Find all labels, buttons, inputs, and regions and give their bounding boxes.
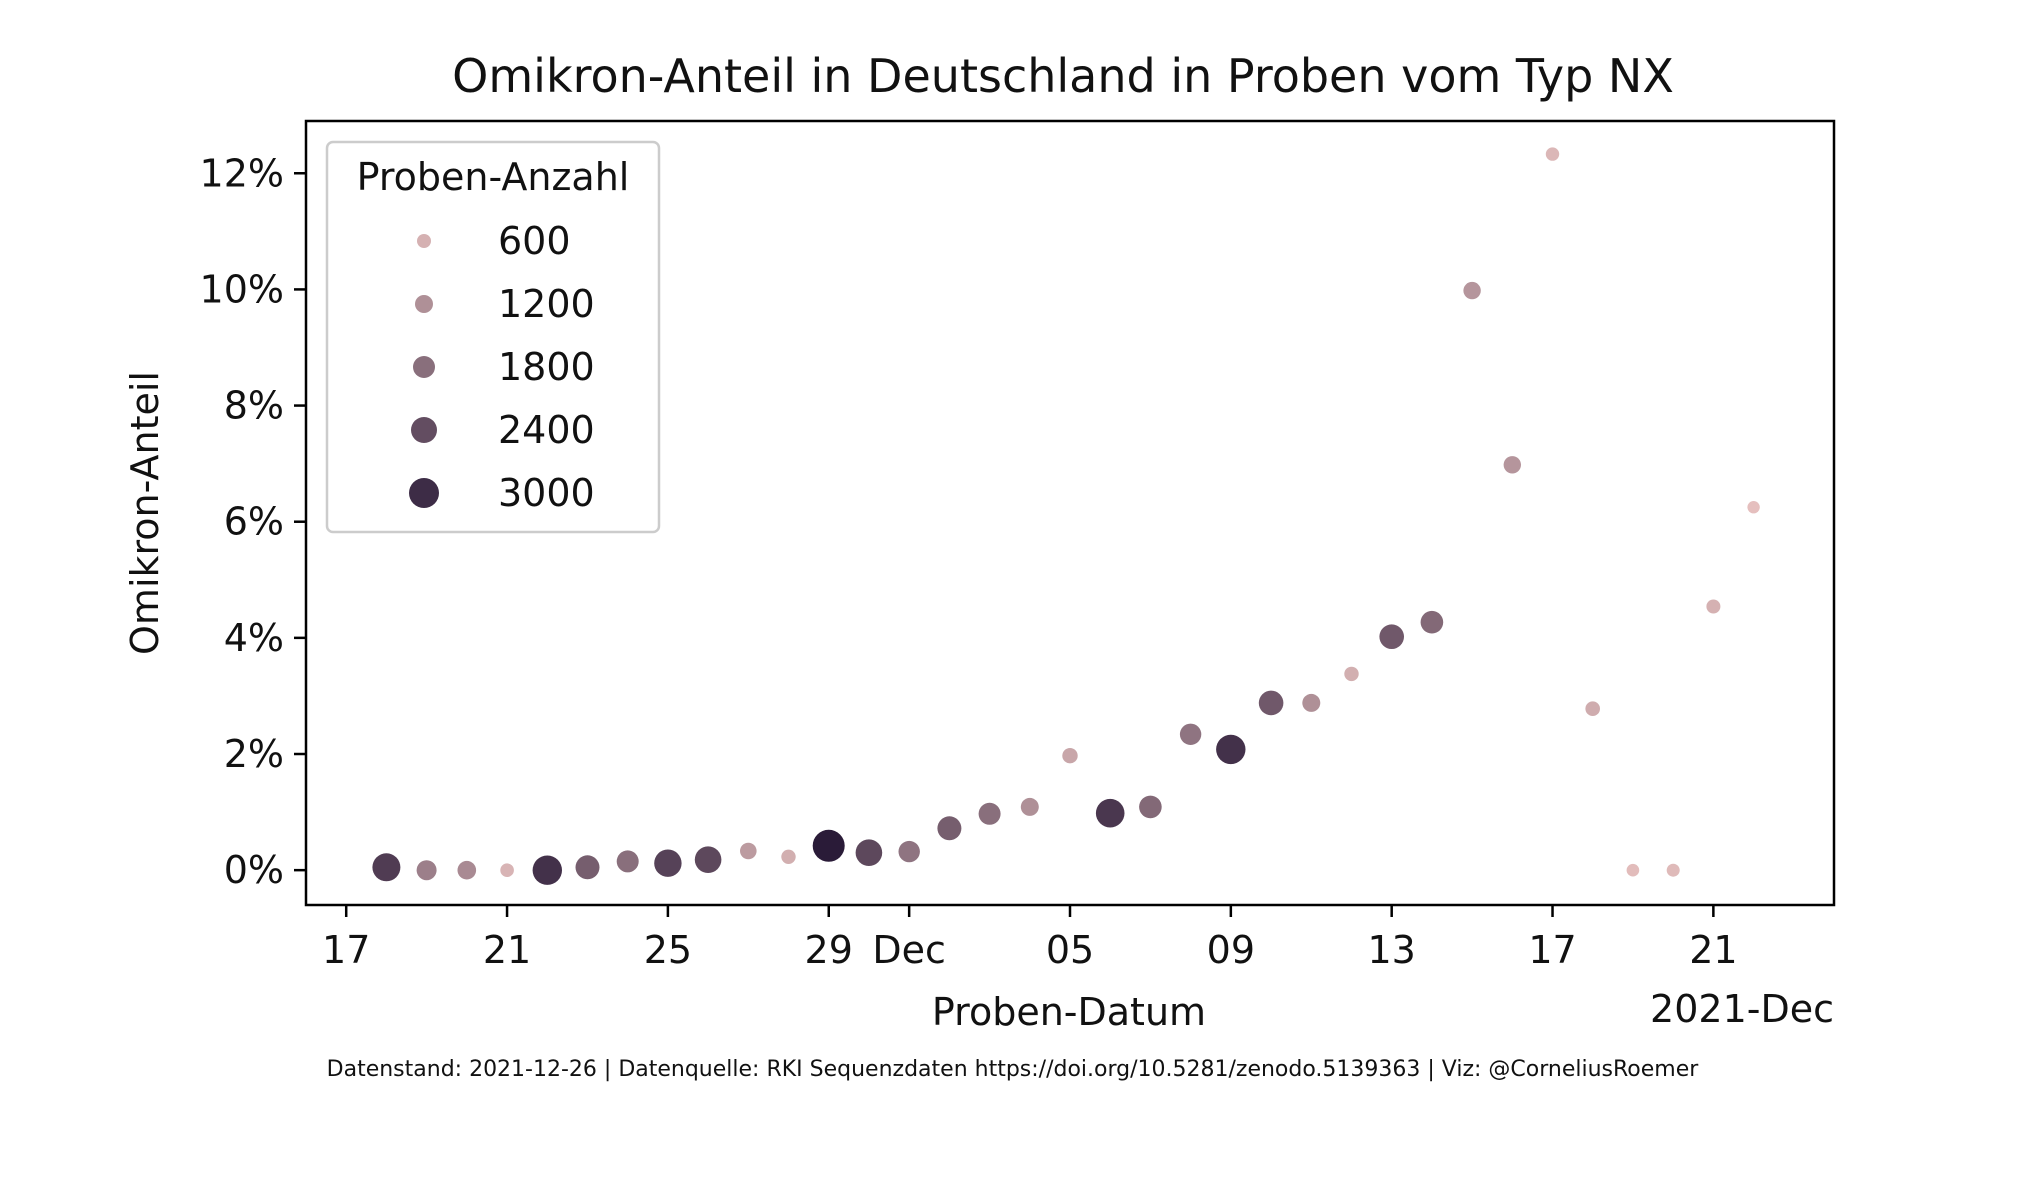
- x-tick-label: Dec: [872, 928, 946, 972]
- legend-title: Proben-Anzahl: [357, 155, 630, 199]
- chart-title: Omikron-Anteil in Deutschland in Proben …: [452, 49, 1674, 103]
- x-tick-label: 29: [805, 928, 853, 972]
- footnote: Datenstand: 2021-12-26 | Datenquelle: RK…: [326, 1057, 1699, 1082]
- x-tick-label: 21: [483, 928, 531, 972]
- data-point: [978, 802, 1001, 825]
- data-point: [1463, 281, 1481, 300]
- data-point: [1379, 624, 1404, 649]
- data-point: [1020, 797, 1039, 816]
- x-tick-label: 13: [1368, 928, 1416, 972]
- data-point: [1626, 863, 1640, 877]
- data-point: [1344, 666, 1359, 682]
- data-point: [1139, 795, 1162, 819]
- data-point: [855, 839, 883, 866]
- x-tick-label: 05: [1046, 928, 1094, 972]
- data-point: [740, 842, 757, 860]
- data-point: [500, 863, 514, 877]
- y-axis-ticks: 0% 2% 4% 6% 8% 10% 12%: [200, 151, 306, 892]
- data-point: [416, 860, 437, 881]
- legend-marker: [413, 356, 435, 378]
- x-tick-label: 17: [322, 928, 370, 972]
- x-tick-label: 21: [1689, 928, 1737, 972]
- legend-marker: [409, 478, 439, 508]
- y-axis-label: Omikron-Anteil: [123, 371, 167, 655]
- data-point: [898, 840, 920, 863]
- y-tick-label: 2%: [224, 732, 284, 776]
- data-point: [616, 850, 639, 873]
- data-point: [1503, 456, 1522, 474]
- x-axis-period-label: 2021-Dec: [1650, 987, 1834, 1031]
- y-tick-label: 10%: [200, 267, 284, 311]
- data-point: [575, 855, 600, 880]
- data-point: [654, 849, 682, 877]
- data-point: [1179, 723, 1202, 745]
- data-point: [812, 829, 845, 862]
- x-tick-label: 25: [644, 928, 692, 972]
- data-point: [937, 816, 962, 841]
- legend-box: [325, 140, 661, 534]
- legend-marker: [417, 234, 431, 248]
- legend: Proben-Anzahl 600 1200 1800 2400 3000: [325, 140, 661, 534]
- legend-label: 600: [498, 219, 571, 263]
- y-tick-label: 4%: [224, 616, 284, 660]
- plot-frame: [304, 119, 1836, 907]
- legend-entries: 600 1200 1800 2400 3000: [409, 219, 595, 515]
- legend-label: 1800: [498, 345, 595, 389]
- legend-marker: [415, 295, 433, 313]
- legend-label: 2400: [498, 408, 595, 452]
- data-point: [1706, 599, 1721, 614]
- data-point: [1585, 701, 1600, 716]
- data-point: [1095, 798, 1125, 828]
- data-point: [694, 846, 722, 873]
- y-tick-label: 8%: [224, 384, 284, 428]
- x-axis-ticks: 17 21 25 29 Dec 05 09 13 17 21: [322, 905, 1738, 972]
- legend-label: 3000: [498, 471, 595, 515]
- data-point: [457, 860, 477, 880]
- data-point: [1302, 693, 1321, 712]
- x-tick-label: 09: [1207, 928, 1255, 972]
- data-point: [1747, 501, 1760, 514]
- data-point: [532, 855, 562, 885]
- y-tick-label: 0%: [224, 848, 284, 892]
- y-tick-label: 6%: [224, 500, 284, 544]
- data-point: [1062, 748, 1078, 764]
- data-points: [372, 147, 1760, 885]
- x-tick-label: 17: [1528, 928, 1576, 972]
- data-point: [372, 853, 401, 882]
- y-tick-label: 12%: [200, 151, 284, 195]
- legend-label: 1200: [498, 282, 595, 326]
- data-point: [1216, 734, 1246, 765]
- data-point: [781, 849, 796, 864]
- data-point: [1258, 690, 1284, 716]
- data-point: [1420, 610, 1444, 634]
- x-axis-label: Proben-Datum: [932, 990, 1206, 1034]
- data-point: [1545, 147, 1560, 161]
- legend-marker: [411, 417, 437, 443]
- data-point: [1666, 863, 1680, 877]
